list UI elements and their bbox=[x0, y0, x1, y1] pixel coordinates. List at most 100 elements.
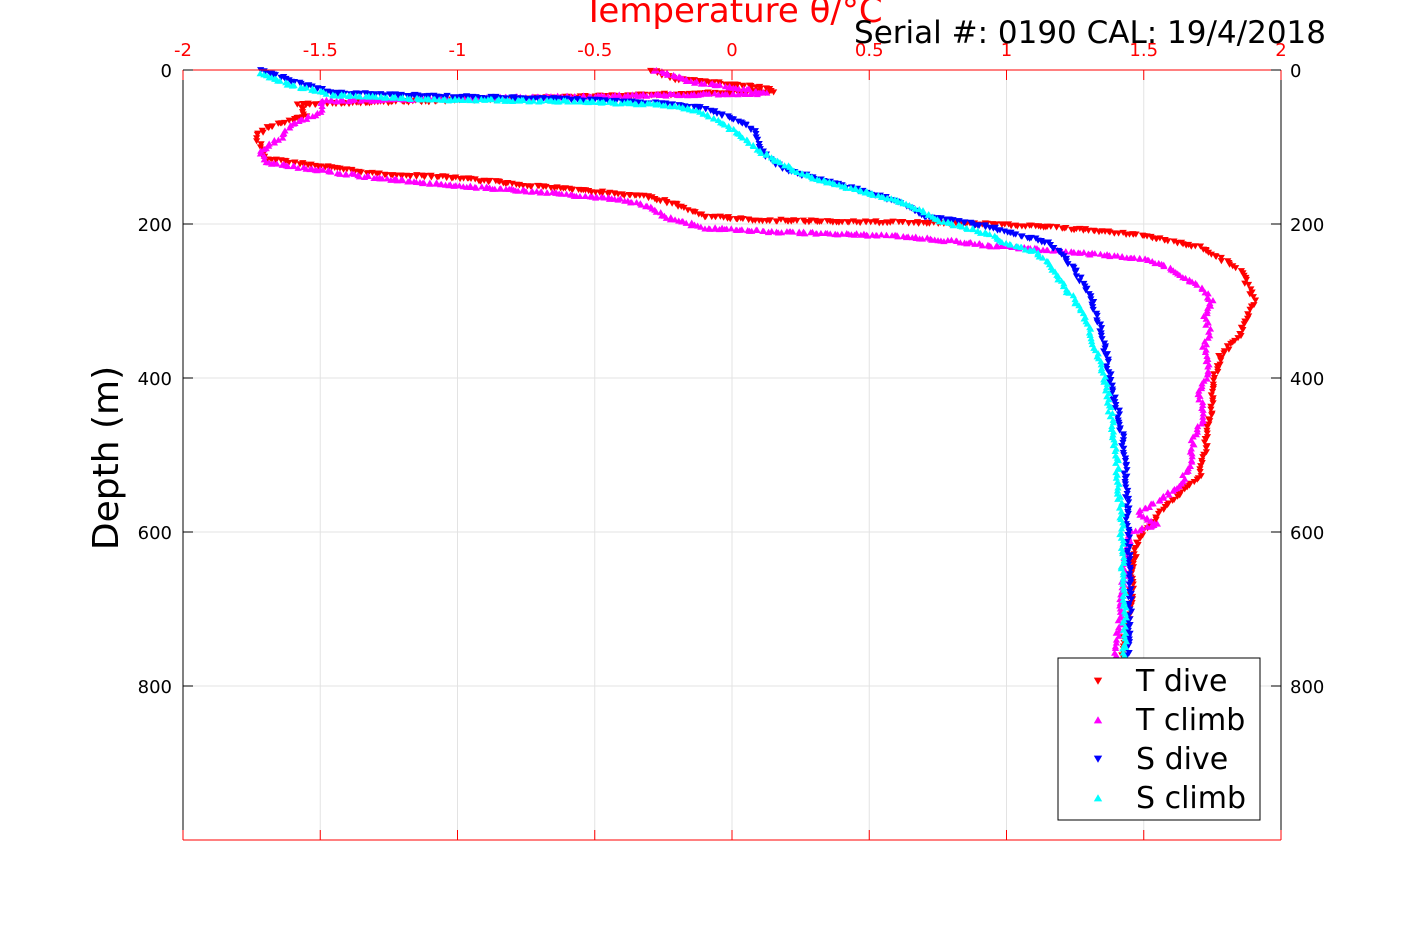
data-point bbox=[1210, 371, 1218, 378]
y-tick-label-left: 0 bbox=[161, 61, 172, 82]
data-point bbox=[1125, 499, 1133, 506]
data-point bbox=[425, 180, 434, 187]
data-point bbox=[1097, 358, 1105, 365]
data-point bbox=[817, 229, 825, 236]
data-point bbox=[1115, 632, 1123, 639]
data-point bbox=[1131, 547, 1139, 554]
data-point bbox=[711, 90, 719, 97]
data-point bbox=[1111, 447, 1119, 454]
data-point bbox=[626, 192, 634, 199]
data-point bbox=[1204, 363, 1212, 370]
x-tick-label: 0.5 bbox=[855, 40, 884, 61]
data-point bbox=[1193, 281, 1201, 288]
data-point bbox=[1208, 412, 1216, 419]
data-point bbox=[1115, 624, 1123, 631]
data-point bbox=[637, 201, 645, 208]
data-point bbox=[1039, 254, 1047, 261]
data-point bbox=[1195, 396, 1203, 403]
data-point bbox=[1246, 291, 1254, 298]
data-point bbox=[1187, 445, 1195, 452]
y-axis-label: Depth (m) bbox=[86, 366, 127, 550]
data-point bbox=[471, 176, 479, 183]
data-point bbox=[271, 72, 279, 79]
data-point bbox=[985, 230, 994, 238]
data-point bbox=[1059, 283, 1068, 290]
data-point bbox=[680, 204, 688, 212]
data-point bbox=[1203, 310, 1211, 317]
data-point bbox=[1102, 384, 1111, 391]
data-point bbox=[1159, 494, 1168, 501]
data-point bbox=[1217, 258, 1225, 265]
data-point bbox=[1249, 294, 1257, 301]
data-point bbox=[1229, 263, 1237, 270]
data-point bbox=[1012, 231, 1020, 238]
data-point bbox=[1081, 226, 1090, 233]
data-point bbox=[1102, 387, 1110, 394]
data-point bbox=[1173, 493, 1182, 500]
data-point bbox=[738, 134, 747, 141]
data-point bbox=[1110, 436, 1118, 443]
data-point bbox=[1190, 478, 1198, 486]
data-point bbox=[656, 198, 664, 205]
data-point bbox=[671, 102, 679, 109]
data-point bbox=[1112, 474, 1120, 481]
data-point bbox=[486, 177, 494, 184]
data-point bbox=[1043, 246, 1052, 253]
data-point bbox=[1119, 574, 1127, 581]
data-point bbox=[1114, 495, 1122, 502]
data-point bbox=[399, 177, 407, 184]
data-point bbox=[949, 222, 957, 229]
data-point bbox=[716, 90, 724, 97]
x-tick-label: -1.5 bbox=[303, 40, 338, 61]
data-point bbox=[1196, 469, 1204, 476]
data-point bbox=[1087, 293, 1095, 300]
data-point bbox=[564, 98, 572, 105]
data-point bbox=[1147, 517, 1155, 524]
data-point bbox=[1113, 490, 1122, 497]
data-point bbox=[1121, 481, 1130, 488]
data-point bbox=[1087, 335, 1095, 342]
data-point bbox=[838, 230, 846, 237]
data-point bbox=[309, 112, 317, 120]
y-tick-label-right: 400 bbox=[1290, 369, 1324, 390]
data-point bbox=[753, 226, 761, 234]
data-point bbox=[1115, 421, 1123, 428]
data-point bbox=[612, 97, 620, 105]
data-point bbox=[1156, 235, 1164, 242]
data-point bbox=[443, 175, 451, 182]
data-point bbox=[963, 225, 971, 232]
data-point bbox=[1125, 624, 1133, 631]
data-point bbox=[425, 92, 433, 100]
data-point bbox=[735, 85, 743, 92]
data-point bbox=[1126, 552, 1134, 559]
data-point bbox=[1207, 406, 1215, 413]
data-point bbox=[1122, 494, 1130, 501]
data-point bbox=[1188, 458, 1196, 465]
data-point bbox=[1120, 557, 1128, 564]
data-point bbox=[766, 217, 774, 224]
data-point bbox=[1206, 299, 1214, 307]
data-point bbox=[577, 98, 585, 105]
data-point bbox=[311, 87, 319, 94]
data-point bbox=[1120, 452, 1128, 459]
legend-label: T climb bbox=[1135, 703, 1245, 738]
data-point bbox=[440, 95, 449, 103]
legend-marker bbox=[1093, 755, 1103, 763]
data-point bbox=[1124, 495, 1133, 502]
data-point bbox=[1181, 274, 1190, 282]
data-point bbox=[1194, 423, 1202, 430]
data-point bbox=[1118, 253, 1126, 260]
data-point bbox=[1181, 486, 1189, 493]
data-point bbox=[894, 233, 902, 240]
x-tick-label: 2 bbox=[1275, 40, 1286, 61]
data-point bbox=[1104, 358, 1112, 365]
data-point bbox=[1119, 645, 1127, 652]
data-point bbox=[961, 219, 969, 226]
data-point bbox=[1196, 243, 1205, 250]
data-point bbox=[1124, 561, 1133, 568]
y-tick-label-right: 200 bbox=[1290, 215, 1324, 236]
data-point bbox=[1119, 439, 1127, 446]
data-point bbox=[838, 219, 846, 226]
data-point bbox=[998, 238, 1006, 245]
data-point bbox=[1226, 261, 1234, 268]
